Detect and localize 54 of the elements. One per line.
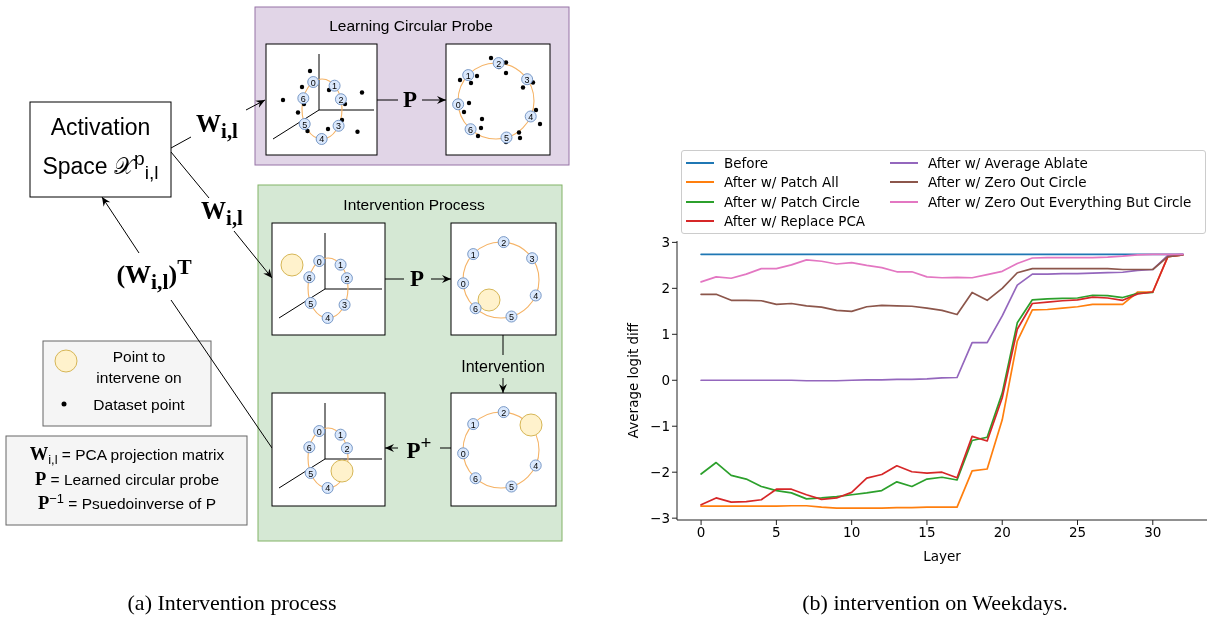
text: W$_{i,l}$ = PCA projection matrix (29, 443, 225, 468)
y-tick-label: −1 (650, 418, 670, 435)
legend-label: After w/ Patch Circle (724, 193, 860, 210)
legend-label: After w/ Zero Out Circle (928, 174, 1087, 191)
y-tick-label: 3 (661, 234, 670, 251)
text: W$_{i,l}$ (196, 108, 238, 145)
x-tick-label: 10 (843, 523, 861, 540)
category-label: 6 (300, 93, 306, 104)
text: Intervention Process (343, 194, 485, 214)
axes-diagram: 0 1 2 4 5 6 (271, 392, 386, 507)
y-tick-label: 1 (661, 326, 670, 343)
legend-label: After w/ Replace PCA (724, 213, 866, 230)
legend-label: After w/ Average Ablate (928, 154, 1088, 171)
x-tick-label: 25 (1068, 523, 1087, 540)
y-axis-title: Average logit diff (624, 322, 641, 439)
x-axis-title: Layer (923, 548, 962, 564)
text: (b) intervention on Weekdays. (802, 590, 1068, 616)
category-label: 3 (336, 121, 342, 132)
x-tick-label: 30 (1144, 523, 1162, 540)
y-tick-label: 0 (661, 372, 670, 389)
text: Learning Circular Probe (329, 15, 493, 35)
line-series (700, 253, 1184, 316)
text: W$_{i,l}$ (201, 195, 243, 232)
x-tick-label: 20 (993, 523, 1011, 540)
ring-diagram: 0 1 2 3 4 5 6 (450, 222, 557, 336)
text: P = Learned circular probe (34, 468, 220, 489)
y-tick-label: −2 (650, 463, 670, 480)
ring-diagram: 0 1 2 4 5 6 (450, 392, 557, 507)
legend-label: After w/ Zero Out Everything But Circle (928, 193, 1192, 210)
y-tick-label: −3 (650, 509, 670, 526)
text: P (409, 265, 425, 293)
y-tick-label: 2 (661, 280, 670, 297)
text: P (402, 86, 418, 114)
line-series (700, 291, 1154, 500)
x-tick-label: 15 (918, 523, 936, 540)
text: Dataset point (93, 394, 185, 414)
axes-diagram: 0 1 2 3 4 5 6 (271, 222, 386, 336)
text: (a) Intervention process (127, 590, 337, 616)
x-tick-label: 0 (696, 523, 706, 540)
line-series (700, 253, 1184, 283)
legend-label: After w/ Patch All (724, 174, 839, 191)
text: P$^{−1}$ = Psuedoinverse of P (37, 490, 217, 514)
category-label: 5 (302, 119, 308, 130)
category-label: 1 (332, 81, 338, 92)
x-tick-label: 5 (772, 523, 781, 540)
legend-label: Before (724, 154, 769, 171)
text: Intervention (461, 356, 545, 376)
text: (W$_{i,l}$)$^{T}$ (116, 253, 192, 297)
category-label: 0 (310, 77, 316, 88)
ring-diagram: 0 1 2 3 4 5 6 (445, 43, 551, 156)
text: Point to intervene on (95, 347, 183, 388)
category-label: 2 (338, 94, 344, 105)
text: P$^{+}$ (406, 431, 432, 465)
category-label: 4 (319, 134, 325, 145)
